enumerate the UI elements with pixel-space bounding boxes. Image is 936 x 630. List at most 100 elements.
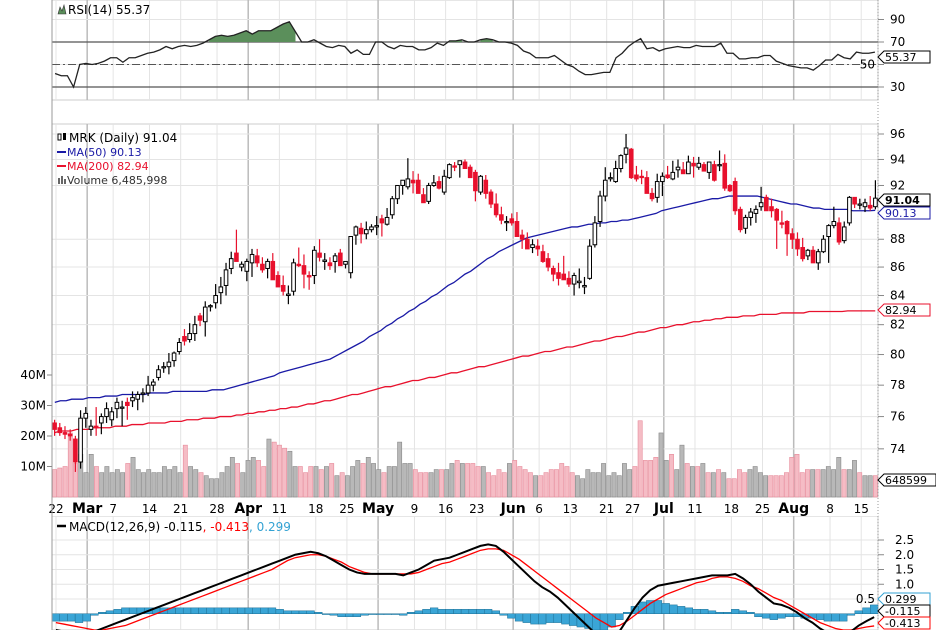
- candlestick: [400, 179, 405, 195]
- volume-bar: [381, 472, 387, 498]
- volume-bar: [376, 469, 382, 498]
- candle-body: [769, 206, 774, 212]
- volume-bar: [418, 472, 423, 498]
- ma50-line: [54, 195, 876, 403]
- candlestick: [119, 400, 125, 427]
- candlestick: [431, 175, 437, 187]
- candlestick: [145, 375, 151, 397]
- volume-bar: [52, 469, 58, 498]
- candle-body: [748, 211, 754, 218]
- candle-body: [561, 273, 567, 281]
- candle-body: [784, 221, 790, 235]
- candle-body: [779, 222, 785, 225]
- candle-body: [478, 175, 483, 193]
- volume-bar: [648, 460, 654, 498]
- candlestick: [545, 253, 551, 272]
- macd-histogram-bar: [453, 609, 462, 615]
- candle-body: [550, 267, 556, 275]
- volume-bar: [245, 460, 251, 498]
- candle-body: [249, 253, 255, 264]
- volume-bar: [637, 420, 643, 498]
- candle-body: [114, 401, 120, 410]
- macd-histogram-bar: [190, 607, 199, 614]
- candle-body: [104, 408, 109, 418]
- x-tick-label: 14: [142, 502, 157, 516]
- price-tick-label: 84: [890, 289, 905, 303]
- macd-histogram-bar: [538, 613, 547, 625]
- candlestick: [208, 304, 213, 312]
- candle-body: [52, 422, 57, 430]
- volume-bar: [407, 463, 413, 498]
- candlestick: [592, 216, 598, 248]
- price-legend: MRK (Daily) 91.04 MA(50) 90.13 MA(200) 8…: [57, 131, 177, 187]
- volume-bar: [601, 463, 606, 498]
- candlestick: [52, 419, 57, 436]
- volume-bar: [590, 472, 596, 498]
- candlestick: [78, 410, 83, 469]
- volume-bar: [716, 469, 721, 498]
- volume-bar: [428, 472, 434, 498]
- candlestick: [83, 407, 89, 428]
- candle-body: [166, 361, 172, 368]
- candle-body: [260, 263, 265, 271]
- volume-bar: [857, 472, 863, 498]
- candlestick: [249, 248, 255, 277]
- candle-body: [722, 162, 728, 189]
- volume-bar: [527, 472, 533, 498]
- volume-bar: [344, 475, 350, 498]
- candle-body: [800, 247, 805, 260]
- volume-bar: [250, 457, 256, 498]
- volume-bar: [355, 460, 361, 498]
- candle-body: [62, 432, 68, 435]
- volume-bars-icon: [58, 176, 66, 184]
- candlestick: [348, 236, 354, 279]
- macd-histogram-bar: [329, 613, 338, 616]
- candlestick: [675, 159, 681, 178]
- candle-body: [125, 401, 130, 406]
- hist-badge-text: 0.299: [885, 593, 917, 606]
- candlestick: [234, 229, 239, 262]
- macd-histogram-bar: [368, 613, 377, 615]
- macd-histogram-bar: [785, 613, 794, 617]
- candlestick: [654, 173, 660, 203]
- candle-body: [192, 324, 198, 335]
- x-tick-label: Jun: [500, 501, 526, 517]
- candle-body: [374, 225, 380, 228]
- macd-histogram-bar: [653, 600, 663, 614]
- candle-body: [400, 179, 405, 186]
- candlestick: [738, 206, 743, 233]
- candle-body: [597, 195, 603, 223]
- candle-body: [363, 229, 369, 235]
- volume-bar: [94, 466, 99, 498]
- candlestick: [176, 338, 182, 355]
- candle-body: [587, 245, 592, 279]
- price-tick-label: 94: [890, 152, 905, 166]
- candlestick: [374, 216, 380, 236]
- candle-body: [660, 175, 665, 183]
- macd-tick-label: 0.5: [856, 592, 875, 606]
- candlestick: [566, 271, 572, 287]
- candlestick: [327, 257, 333, 270]
- candle-body: [815, 251, 821, 264]
- candle-body: [88, 425, 94, 430]
- volume-bar: [658, 432, 664, 498]
- volume-bar: [303, 472, 308, 498]
- volume-bar: [203, 475, 209, 498]
- candle-body: [743, 216, 748, 229]
- candlestick: [873, 180, 878, 210]
- volume-badge: 648599: [877, 473, 936, 487]
- candlestick: [202, 301, 208, 337]
- macd-histogram-bar: [723, 612, 732, 615]
- volume-bar: [188, 466, 193, 498]
- macd-histogram-bar: [746, 612, 755, 615]
- candle-body: [758, 202, 764, 208]
- candle-body: [389, 198, 395, 216]
- volume-bar: [67, 432, 73, 498]
- candle-body: [826, 225, 831, 238]
- volume-bar: [606, 475, 612, 498]
- candlestick: [550, 265, 556, 282]
- candlestick: [228, 251, 234, 275]
- candlestick: [467, 164, 473, 179]
- candlestick: [57, 422, 63, 436]
- price-legend-text: MRK (Daily) 91.04: [69, 131, 177, 145]
